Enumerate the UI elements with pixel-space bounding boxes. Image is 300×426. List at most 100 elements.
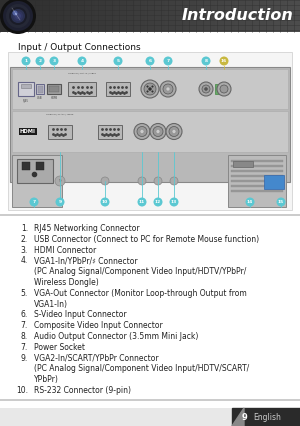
Bar [185, 0, 191, 32]
Bar [240, 0, 246, 32]
Bar [17, 159, 53, 183]
Bar [120, 0, 126, 32]
Bar [0, 399, 300, 401]
Circle shape [148, 87, 152, 90]
Text: 7: 7 [36, 201, 38, 205]
Circle shape [56, 198, 64, 207]
Text: Audio Output Connector (3.5mm Mini Jack): Audio Output Connector (3.5mm Mini Jack) [34, 332, 198, 341]
Circle shape [50, 57, 58, 66]
Circle shape [152, 91, 153, 92]
Circle shape [3, 1, 33, 31]
Polygon shape [232, 408, 300, 426]
Bar [130, 0, 136, 32]
Bar [5, 0, 11, 32]
Bar [68, 82, 96, 96]
Bar [0, 0, 6, 32]
Bar [231, 170, 283, 172]
Bar [49, 86, 59, 92]
Circle shape [153, 127, 163, 136]
Text: 4: 4 [80, 59, 84, 63]
Bar [0, 214, 300, 216]
Circle shape [199, 82, 213, 96]
Circle shape [137, 198, 146, 207]
Bar [235, 0, 241, 32]
Circle shape [100, 198, 109, 207]
Circle shape [220, 57, 229, 66]
Circle shape [169, 127, 179, 136]
Text: 13: 13 [171, 200, 177, 204]
Text: 7: 7 [167, 59, 170, 63]
Text: VIDEO IN / VGA-IN / YPBPR: VIDEO IN / VGA-IN / YPBPR [68, 72, 96, 74]
Circle shape [113, 57, 122, 66]
Circle shape [11, 9, 25, 23]
Bar [165, 0, 171, 32]
Circle shape [220, 85, 228, 93]
Bar [50, 0, 56, 32]
Bar [25, 0, 31, 32]
Circle shape [141, 80, 159, 98]
Text: VGA1-In/YPbPr/♯ Connector: VGA1-In/YPbPr/♯ Connector [34, 256, 138, 265]
Text: USB Connector (Connect to PC for Remote Mouse function): USB Connector (Connect to PC for Remote … [34, 235, 259, 244]
Circle shape [169, 198, 178, 207]
Circle shape [6, 4, 30, 28]
Bar [215, 84, 223, 94]
Bar [195, 0, 201, 32]
Bar [231, 180, 283, 182]
Circle shape [0, 0, 36, 34]
Text: 2.: 2. [21, 235, 28, 244]
Bar [38, 86, 43, 92]
Bar [125, 0, 131, 32]
Text: RJ45 Networking Connector: RJ45 Networking Connector [34, 224, 140, 233]
Bar [12, 69, 288, 109]
Bar [231, 190, 283, 192]
Bar [90, 0, 96, 32]
Bar [150, 0, 156, 32]
Bar [47, 84, 61, 94]
Text: HDMI: HDMI [20, 129, 36, 134]
Text: VGA1-In): VGA1-In) [34, 299, 68, 308]
Circle shape [35, 57, 44, 66]
Circle shape [163, 84, 173, 94]
Text: 11: 11 [139, 200, 145, 204]
Bar [40, 0, 46, 32]
Circle shape [277, 198, 286, 207]
Text: 7: 7 [32, 200, 35, 204]
Bar [65, 0, 71, 32]
Bar [230, 0, 236, 32]
Circle shape [154, 177, 162, 185]
Text: 4.: 4. [21, 256, 28, 265]
Circle shape [138, 177, 146, 185]
Text: HDMI: HDMI [50, 96, 58, 100]
Text: YPbPr): YPbPr) [34, 375, 59, 384]
Bar [285, 0, 291, 32]
Circle shape [152, 86, 153, 87]
Text: 1.: 1. [21, 224, 28, 233]
Text: 5: 5 [116, 59, 119, 63]
Circle shape [77, 57, 86, 66]
Text: 3.: 3. [21, 246, 28, 255]
Bar [0, 408, 300, 426]
Circle shape [166, 124, 182, 139]
Bar [264, 175, 284, 189]
Circle shape [13, 11, 17, 15]
Text: 9: 9 [58, 200, 61, 204]
Bar [95, 0, 101, 32]
Bar [190, 0, 196, 32]
Bar [12, 155, 62, 207]
Text: Input / Output Connections: Input / Output Connections [18, 43, 141, 52]
Text: 6.: 6. [21, 311, 28, 320]
Text: RS-232 Connector (9-pin): RS-232 Connector (9-pin) [34, 386, 131, 395]
Text: Wireless Dongle): Wireless Dongle) [34, 278, 99, 287]
Bar [70, 0, 76, 32]
Bar [215, 0, 221, 32]
Text: 3: 3 [52, 59, 56, 63]
Circle shape [147, 91, 148, 92]
Bar [110, 0, 116, 32]
Bar [75, 0, 81, 32]
Bar [295, 0, 300, 32]
Text: 5.: 5. [21, 289, 28, 298]
Bar [8, 52, 292, 210]
Circle shape [147, 86, 148, 87]
Circle shape [160, 81, 176, 97]
Bar [210, 0, 216, 32]
